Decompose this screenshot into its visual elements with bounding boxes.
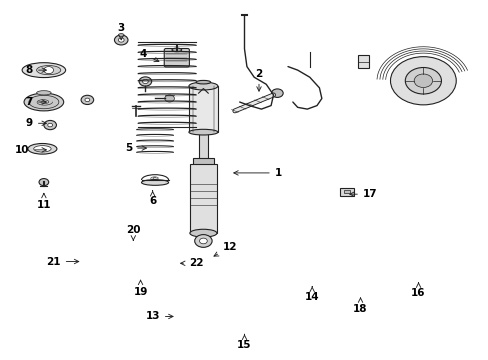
Ellipse shape bbox=[24, 93, 63, 111]
Text: 17: 17 bbox=[349, 189, 377, 199]
Circle shape bbox=[194, 235, 212, 247]
Circle shape bbox=[199, 238, 207, 244]
Text: 16: 16 bbox=[410, 283, 425, 298]
FancyBboxPatch shape bbox=[198, 93, 208, 159]
Text: 7: 7 bbox=[26, 97, 46, 107]
Text: 2: 2 bbox=[255, 69, 262, 91]
Ellipse shape bbox=[172, 48, 181, 52]
Ellipse shape bbox=[196, 80, 210, 84]
Circle shape bbox=[85, 98, 90, 102]
Circle shape bbox=[44, 67, 53, 74]
Text: 15: 15 bbox=[237, 334, 251, 350]
Circle shape bbox=[413, 74, 432, 87]
Ellipse shape bbox=[188, 129, 218, 135]
Circle shape bbox=[48, 123, 53, 127]
Circle shape bbox=[164, 95, 174, 102]
FancyBboxPatch shape bbox=[343, 190, 350, 193]
Text: 21: 21 bbox=[46, 257, 79, 266]
Ellipse shape bbox=[22, 63, 65, 77]
Ellipse shape bbox=[189, 229, 217, 237]
Text: 22: 22 bbox=[180, 258, 203, 268]
Circle shape bbox=[44, 121, 56, 130]
Ellipse shape bbox=[28, 144, 57, 154]
Text: 19: 19 bbox=[133, 280, 147, 297]
Circle shape bbox=[118, 38, 124, 42]
Ellipse shape bbox=[37, 91, 51, 95]
Text: 3: 3 bbox=[117, 23, 124, 40]
FancyBboxPatch shape bbox=[357, 55, 368, 68]
Text: 4: 4 bbox=[139, 49, 159, 62]
Circle shape bbox=[81, 95, 94, 104]
Ellipse shape bbox=[118, 33, 124, 36]
Ellipse shape bbox=[34, 145, 51, 152]
FancyBboxPatch shape bbox=[340, 188, 353, 195]
Circle shape bbox=[142, 79, 148, 84]
Text: 9: 9 bbox=[26, 118, 46, 128]
Circle shape bbox=[390, 57, 455, 105]
Ellipse shape bbox=[188, 82, 218, 90]
FancyBboxPatch shape bbox=[192, 158, 214, 166]
Ellipse shape bbox=[29, 95, 59, 109]
Text: 14: 14 bbox=[304, 287, 319, 302]
Text: 12: 12 bbox=[214, 242, 237, 256]
Text: 20: 20 bbox=[126, 225, 140, 240]
Ellipse shape bbox=[141, 180, 168, 185]
FancyBboxPatch shape bbox=[188, 86, 218, 132]
FancyBboxPatch shape bbox=[164, 49, 189, 67]
Ellipse shape bbox=[37, 66, 61, 75]
Text: 6: 6 bbox=[149, 191, 156, 206]
Text: 13: 13 bbox=[145, 311, 173, 321]
Text: 18: 18 bbox=[352, 298, 367, 314]
Text: 1: 1 bbox=[233, 168, 282, 178]
Circle shape bbox=[139, 77, 151, 86]
Circle shape bbox=[39, 179, 49, 186]
FancyBboxPatch shape bbox=[189, 164, 217, 233]
Circle shape bbox=[114, 35, 128, 45]
Text: 10: 10 bbox=[15, 145, 46, 155]
Text: 11: 11 bbox=[37, 193, 51, 210]
Circle shape bbox=[405, 67, 441, 94]
Text: 8: 8 bbox=[26, 65, 46, 75]
Circle shape bbox=[271, 89, 283, 98]
Text: 5: 5 bbox=[124, 143, 146, 153]
